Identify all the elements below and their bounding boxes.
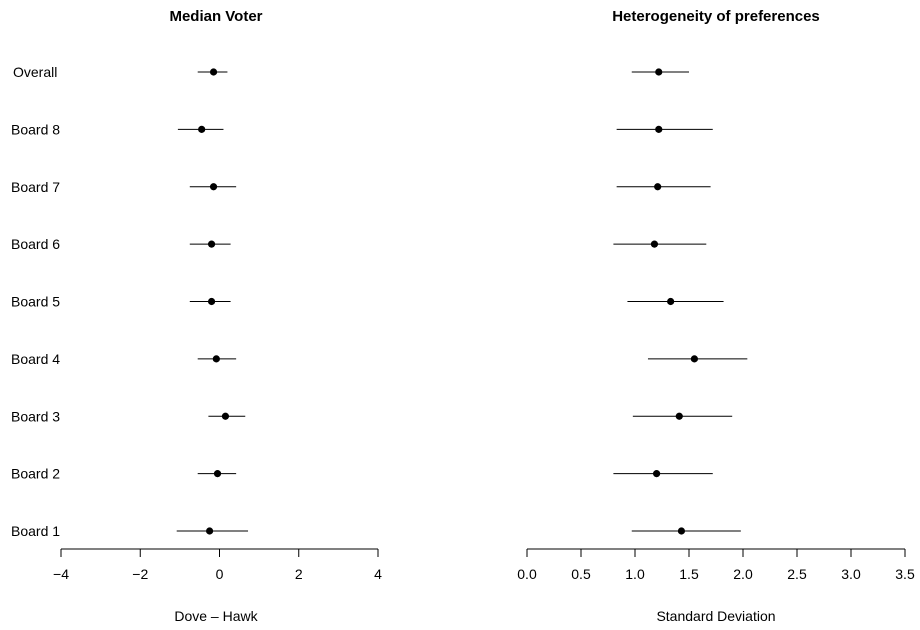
x-tick-label: −4 [53, 566, 69, 582]
estimate-point [207, 297, 216, 306]
row-label: Board 2 [11, 466, 60, 482]
estimate-point [205, 527, 214, 535]
x-tick-label: 2 [295, 566, 303, 582]
estimate-point [690, 355, 699, 363]
estimate-point [198, 125, 206, 133]
panel-title: Heterogeneity of preferences [612, 8, 820, 25]
estimate-point [650, 240, 659, 248]
estimate-point [655, 125, 663, 133]
x-tick-label: 3.5 [895, 566, 915, 582]
row-label: Board 8 [11, 121, 60, 137]
row-label: Board 1 [11, 523, 60, 539]
estimate-point [213, 470, 222, 478]
row-label: Overall [13, 64, 57, 80]
x-tick-label: 3.0 [841, 566, 861, 582]
panel-1: Median Voter Overall Board 8 Board 7 Board 6… [11, 8, 382, 624]
estimate-point [212, 355, 220, 363]
estimate-point [207, 240, 216, 248]
x-tick-label: 0.0 [517, 566, 537, 582]
x-tick-label: 2.0 [733, 566, 753, 582]
estimate-point [677, 527, 686, 535]
row-label: Board 6 [11, 236, 60, 252]
x-axis-label: Dove – Hawk [174, 608, 258, 624]
x-axis-label: Standard Deviation [656, 608, 775, 624]
estimate-point [209, 183, 218, 191]
x-tick-label: 1.0 [625, 566, 645, 582]
estimate-point [221, 412, 230, 420]
panel-title: Median Voter [169, 8, 262, 25]
estimate-point [675, 412, 683, 420]
panel-2: Heterogeneity of preferences 0.0 0.5 1.0 1.5… [517, 8, 915, 624]
estimate-point [667, 297, 675, 306]
estimate-point [209, 68, 218, 76]
x-tick-label: 1.5 [679, 566, 699, 582]
row-label: Board 4 [11, 351, 60, 367]
row-label: Board 3 [11, 408, 60, 424]
estimate-point [653, 470, 661, 478]
x-tick-label: −2 [132, 566, 148, 582]
x-tick-label: 2.5 [787, 566, 807, 582]
x-tick-label: 0.5 [571, 566, 591, 582]
x-tick-label: 4 [374, 566, 382, 582]
row-label: Board 5 [11, 294, 60, 310]
estimate-point [654, 183, 662, 191]
row-label: Board 7 [11, 179, 60, 195]
x-tick-label: 0 [216, 566, 224, 582]
estimate-point [655, 68, 663, 76]
